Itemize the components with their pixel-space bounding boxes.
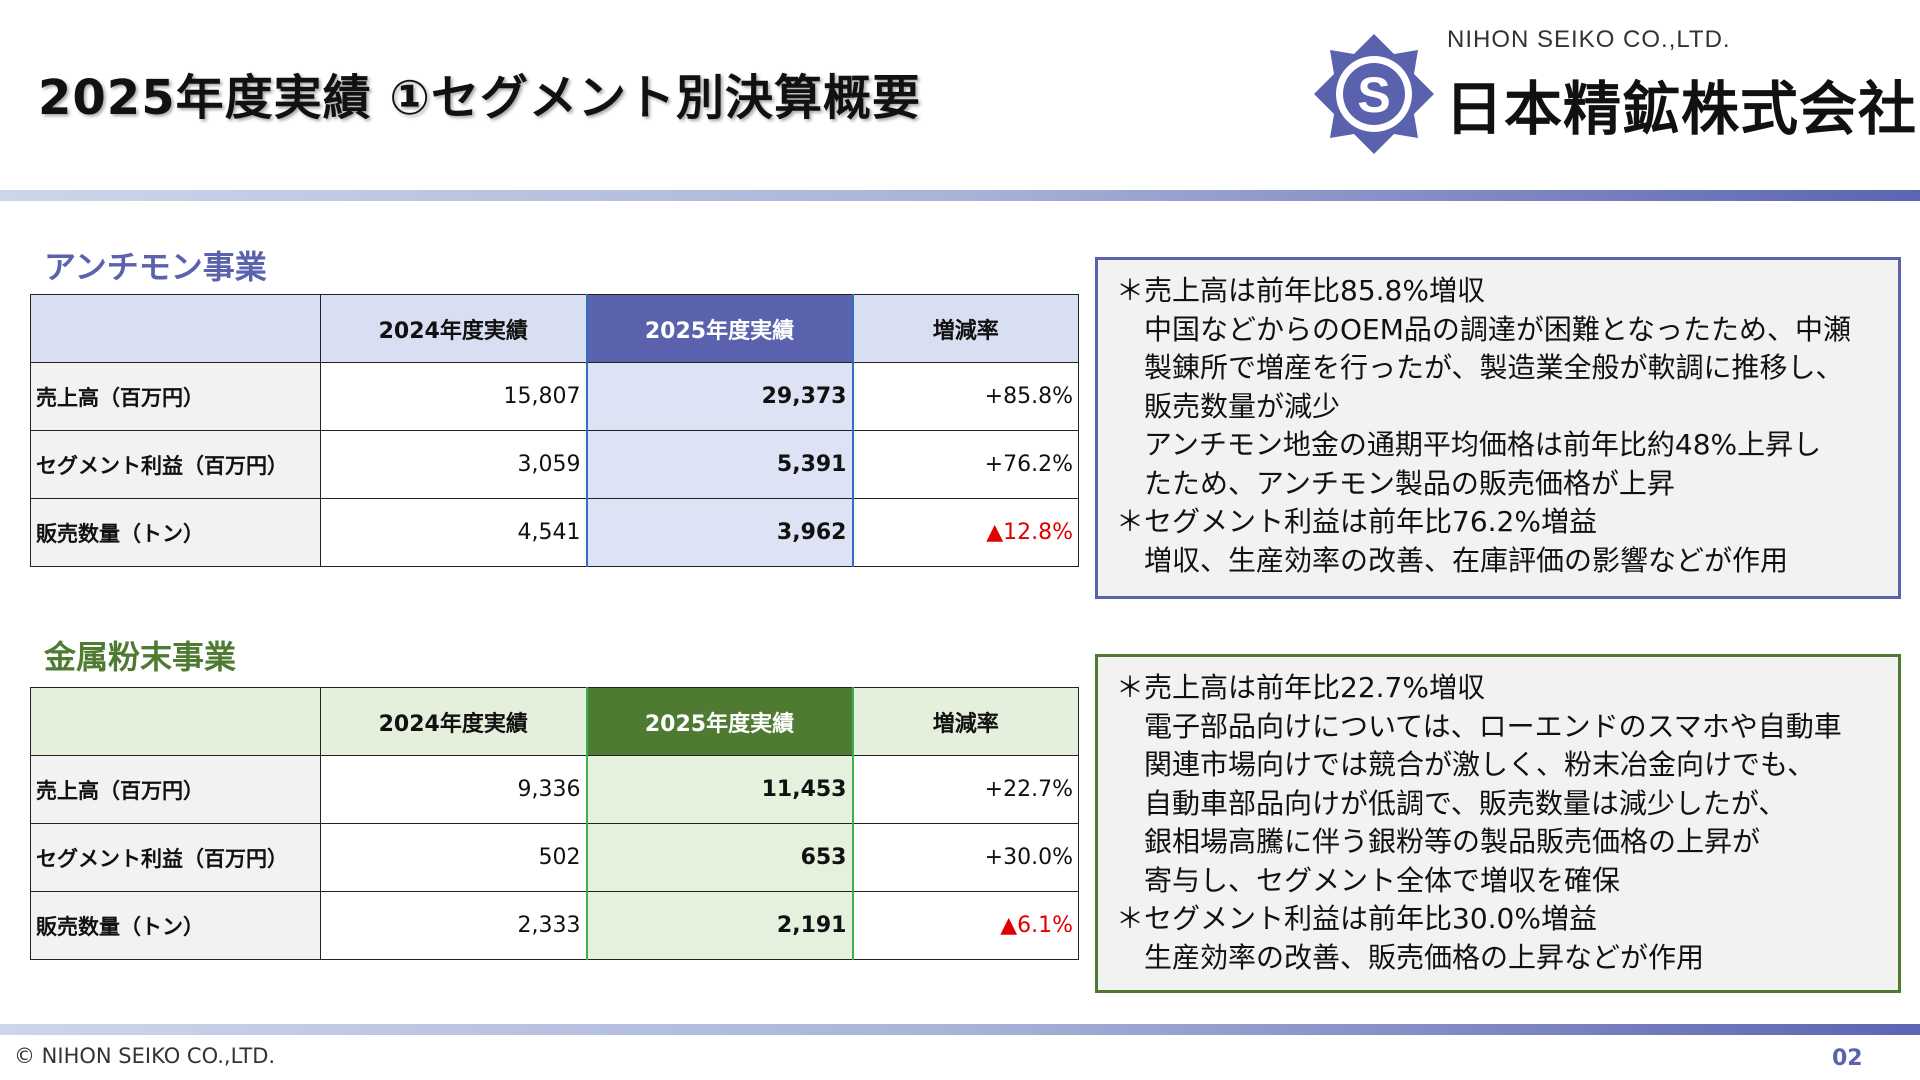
note-line: 生産効率の改善、販売価格の上昇などが作用 [1144,940,1705,974]
note-line: 電子部品向けについては、ローエンドのスマホや自動車 [1144,709,1842,743]
table-row: 販売数量（トン） 4,541 3,962 ▲12.8% [30,498,1079,567]
header-current-year: 2025年度実績 [585,294,854,363]
prev-value: 2,333 [320,891,587,960]
table-header-row: 2024年度実績 2025年度実績 増減率 [30,687,1079,756]
note-line: 寄与し、セグメント全体で増収を確保 [1144,863,1621,897]
table-header-row: 2024年度実績 2025年度実績 増減率 [30,294,1079,363]
metal-powder-notes-box: ＊売上高は前年比22.7%増収 電子部品向けについては、ローエンドのスマホや自動… [1095,654,1901,993]
header-change-rate: 増減率 [852,687,1079,756]
table-row: 売上高（百万円） 15,807 29,373 +85.8% [30,362,1079,431]
table-row: 売上高（百万円） 9,336 11,453 +22.7% [30,755,1079,824]
current-value: 29,373 [585,362,854,431]
current-value: 5,391 [585,430,854,499]
note-line: アンチモン地金の通期平均価格は前年比約48%上昇し [1144,428,1822,461]
prev-value: 9,336 [320,755,587,824]
metal-powder-section-heading: 金属粉末事業 [44,638,237,676]
header-prev-year: 2024年度実績 [320,687,587,756]
note-line: 販売数量が減少 [1144,389,1341,423]
company-logo: S NIHON SEIKO CO.,LTD. 日本精鉱株式会社 [1310,22,1916,162]
note-line: 関連市場向けでは競合が激しく、粉末冶金向けでも、 [1144,748,1816,781]
row-label: セグメント利益（百万円） [30,430,321,499]
row-label: 売上高（百万円） [30,362,321,431]
change-rate-negative: ▲6.1% [852,891,1079,960]
prev-value: 15,807 [320,362,587,431]
note-line: 銀相場高騰に伴う銀粉等の製品販売価格の上昇が [1144,825,1761,858]
current-value: 3,962 [585,498,854,567]
page-number: 02 [1832,1046,1863,1071]
change-rate: +85.8% [852,362,1079,431]
antimony-table: 2024年度実績 2025年度実績 増減率 売上高（百万円） 15,807 29… [30,294,1079,567]
row-label: セグメント利益（百万円） [30,823,321,892]
page-title: 2025年度実績 ①セグメント別決算概要 [38,70,921,126]
antimony-section-heading: アンチモン事業 [44,248,267,286]
header-change-rate: 増減率 [852,294,1079,363]
logo-japanese-name: 日本精鉱株式会社 [1445,75,1918,143]
note-line: 製錬所で増産を行ったが、製造業全般が軟調に推移し、 [1144,351,1844,384]
table-row: 販売数量（トン） 2,333 2,191 ▲6.1% [30,891,1079,960]
company-logo-mark-icon: S [1314,34,1434,154]
current-value: 653 [585,823,854,892]
prev-value: 502 [320,823,587,892]
row-label: 売上高（百万円） [30,755,321,824]
row-label: 販売数量（トン） [30,891,321,960]
current-value: 2,191 [585,891,854,960]
logo-english-name: NIHON SEIKO CO.,LTD. [1447,26,1731,53]
current-value: 11,453 [585,755,854,824]
prev-value: 3,059 [320,430,587,499]
change-rate: +30.0% [852,823,1079,892]
footer-divider-bar [0,1024,1920,1035]
table-row: セグメント利益（百万円） 3,059 5,391 +76.2% [30,430,1079,499]
note-line: 自動車部品向けが低調で、販売数量は減少したが、 [1144,786,1787,820]
note-line: 中国などからのOEM品の調達が困難となったため、中瀬 [1144,312,1852,346]
header-label-cell [30,294,321,363]
row-label: 販売数量（トン） [30,498,321,567]
note-bullet: ＊売上高は前年比22.7%増収 [1116,671,1485,704]
header-current-year: 2025年度実績 [585,687,854,756]
header-divider-bar [0,190,1920,201]
logo-mark-letter: S [1357,67,1390,123]
note-line: たため、アンチモン製品の販売価格が上昇 [1144,466,1675,500]
note-bullet: ＊セグメント利益は前年比30.0%増益 [1116,902,1597,935]
copyright-text: © NIHON SEIKO CO.,LTD. [14,1044,276,1068]
change-rate: +76.2% [852,430,1079,499]
header-prev-year: 2024年度実績 [320,294,587,363]
change-rate: +22.7% [852,755,1079,824]
note-bullet: ＊セグメント利益は前年比76.2%増益 [1116,505,1597,538]
antimony-notes-box: ＊売上高は前年比85.8%増収 中国などからのOEM品の調達が困難となったため、… [1095,257,1901,599]
prev-value: 4,541 [320,498,587,567]
note-bullet: ＊売上高は前年比85.8%増収 [1116,274,1485,307]
header-label-cell [30,687,321,756]
change-rate-negative: ▲12.8% [852,498,1079,567]
table-row: セグメント利益（百万円） 502 653 +30.0% [30,823,1079,892]
note-line: 増収、生産効率の改善、在庫評価の影響などが作用 [1144,543,1789,577]
metal-powder-table: 2024年度実績 2025年度実績 増減率 売上高（百万円） 9,336 11,… [30,687,1079,960]
